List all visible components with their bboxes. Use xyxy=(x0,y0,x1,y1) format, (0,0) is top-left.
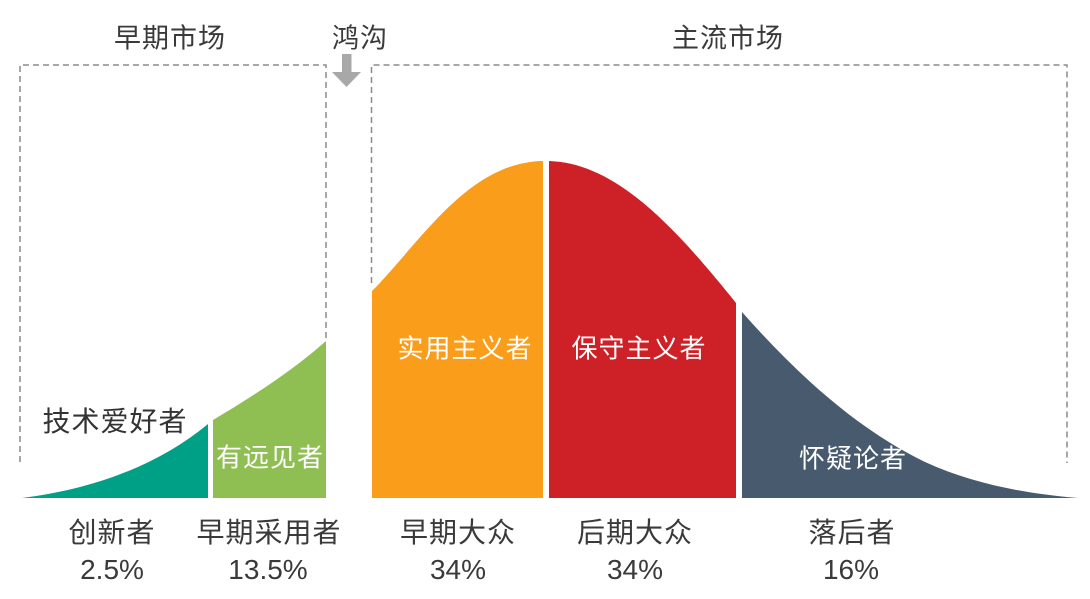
segment-early-adopters xyxy=(213,341,326,498)
percent-label-early-majority: 34% xyxy=(429,554,487,585)
mainstream-market-dashed-box xyxy=(370,64,1068,463)
segment-late-majority xyxy=(549,161,736,498)
percent-label-late-majority: 34% xyxy=(606,554,664,585)
segment-early-majority xyxy=(372,161,543,498)
category-label-late-majority: 后期大众 xyxy=(576,517,694,548)
category-label-early-majority: 早期大众 xyxy=(399,517,517,548)
mainstream-market-title: 主流市场 xyxy=(672,23,784,54)
persona-label-visionaries: 有远见者 xyxy=(215,442,325,473)
category-label-laggards: 落后者 xyxy=(808,517,896,548)
chasm-arrow-down-icon xyxy=(332,54,361,87)
early-market-dashed-box xyxy=(19,64,327,462)
segment-innovators xyxy=(22,424,208,498)
percent-label-laggards: 16% xyxy=(822,554,880,585)
persona-label-pragmatists: 实用主义者 xyxy=(397,333,533,364)
category-label-early-adopters: 早期采用者 xyxy=(196,517,342,548)
percent-label-early-adopters: 13.5% xyxy=(228,554,308,585)
persona-label-tech-enthusiasts: 技术爱好者 xyxy=(42,406,188,437)
chasm-title: 鸿沟 xyxy=(332,23,388,54)
segment-laggards xyxy=(742,312,1078,498)
percent-label-innovators: 2.5% xyxy=(80,554,144,585)
early-market-title: 早期市场 xyxy=(114,23,226,54)
persona-label-skeptics: 怀疑论者 xyxy=(798,443,908,474)
persona-label-conservatives: 保守主义者 xyxy=(571,333,707,364)
category-label-innovators: 创新者 xyxy=(68,517,156,548)
